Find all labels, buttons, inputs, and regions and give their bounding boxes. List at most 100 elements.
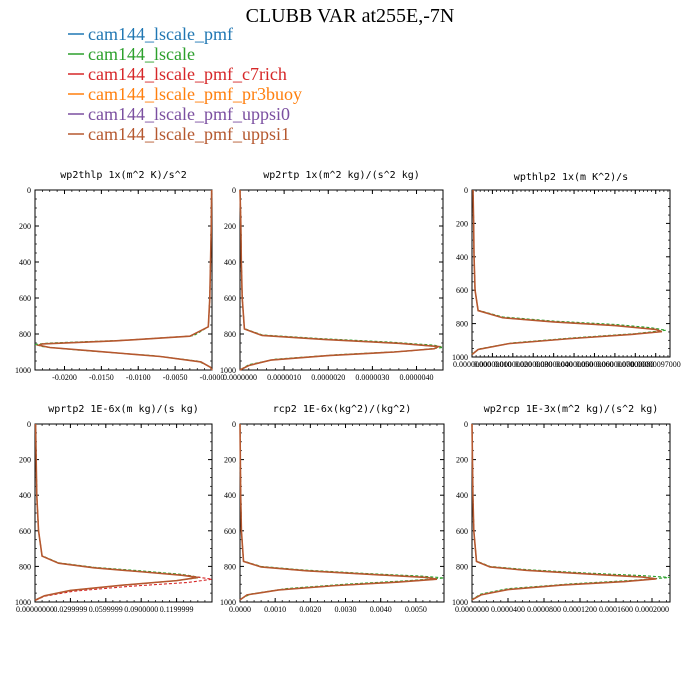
- y-tick-label: 0: [464, 186, 468, 195]
- y-tick-label: 400: [19, 491, 31, 500]
- x-tick-label: 0.00000000: [16, 605, 54, 614]
- x-tick-label: 0.0000020: [311, 373, 345, 382]
- x-tick-label: -0.0000: [200, 373, 225, 382]
- x-tick-label: 0.00000080: [616, 360, 654, 369]
- x-tick-label: 0.00000010: [473, 360, 511, 369]
- series-line: [239, 189, 442, 371]
- panel-title: rcp2 1E-6x(kg^2)/(kg^2): [273, 404, 411, 415]
- chart-panel: wp2rcp 1E-3x(m^2 kg)/(s^2 kg) 0 200 400 600 8…: [452, 404, 671, 614]
- y-tick-label: 600: [19, 294, 31, 303]
- y-tick-label: 0: [464, 420, 468, 429]
- y-tick-label: 800: [224, 562, 236, 571]
- series-line: [471, 189, 663, 356]
- x-tick-label: 0.0000400: [491, 605, 525, 614]
- y-tick-label: 600: [456, 527, 468, 536]
- y-tick-label: 0: [232, 420, 236, 429]
- x-tick-label: -0.0100: [126, 373, 151, 382]
- x-tick-label: 0.00000097000: [631, 360, 681, 369]
- x-tick-label: 0.0001200: [563, 605, 597, 614]
- y-tick-label: 200: [224, 222, 236, 231]
- series-line: [471, 189, 667, 355]
- y-tick-label: 400: [456, 253, 468, 262]
- x-tick-label: 0.00000000: [453, 360, 491, 369]
- y-tick-label: 400: [19, 258, 31, 267]
- x-tick-label: 0.00000060: [575, 360, 613, 369]
- plot-frame: [471, 189, 671, 358]
- y-tick-label: 1000: [15, 366, 31, 375]
- y-tick-label: 800: [19, 330, 31, 339]
- series-line: [239, 423, 438, 601]
- x-tick-label: -0.0150: [89, 373, 114, 382]
- x-tick-label: 0.00000020: [494, 360, 532, 369]
- x-tick-label: 0.00000040: [535, 360, 573, 369]
- x-tick-label: 0.00000050: [555, 360, 593, 369]
- legend: cam144_lscale_pmfcam144_lscalecam144_lsc…: [68, 24, 302, 144]
- series-line: [239, 423, 438, 601]
- series-line: [471, 423, 657, 601]
- series-line: [471, 423, 657, 601]
- x-tick-label: 0.0000000: [223, 373, 257, 382]
- y-tick-label: 600: [224, 294, 236, 303]
- x-tick-label: -0.0050: [163, 373, 188, 382]
- y-tick-label: 200: [456, 219, 468, 228]
- chart-panel: rcp2 1E-6x(kg^2)/(kg^2) 0 200 400 600 800 1000…: [220, 404, 445, 614]
- x-tick-label: 0.0020: [299, 605, 321, 614]
- y-tick-label: 800: [19, 562, 31, 571]
- panel-title: wp2thlp 1x(m^2 K)/s^2: [60, 170, 186, 181]
- x-tick-label: 0.00000070: [596, 360, 634, 369]
- x-tick-label: 0.0299999: [53, 605, 87, 614]
- x-tick-label: 0.0002000: [635, 605, 669, 614]
- series-line: [239, 189, 444, 371]
- series-line: [471, 189, 663, 355]
- x-tick-label: 0.0000030: [355, 373, 389, 382]
- legend-entry: cam144_lscale_pmf_pr3buoy: [88, 84, 302, 104]
- y-tick-label: 800: [456, 320, 468, 329]
- x-tick-label: 0.0000010: [267, 373, 301, 382]
- chart-panel: wprtp2 1E-6x(m kg)/(s kg) 0 200 400 600 800 10…: [15, 404, 213, 614]
- y-tick-label: 200: [19, 456, 31, 465]
- legend-entry: cam144_lscale_pmf: [88, 24, 233, 44]
- x-tick-label: 0.0030: [335, 605, 357, 614]
- y-tick-label: 400: [224, 258, 236, 267]
- y-tick-label: 0: [232, 186, 236, 195]
- y-tick-label: 400: [224, 491, 236, 500]
- y-tick-label: 1000: [452, 353, 468, 362]
- panel-title: wp2rtp 1x(m^2 kg)/(s^2 kg): [263, 170, 420, 181]
- legend-entry: cam144_lscale_pmf_uppsi0: [88, 104, 290, 124]
- y-tick-label: 600: [19, 527, 31, 536]
- legend-entry: cam144_lscale_pmf_uppsi1: [88, 124, 290, 144]
- y-tick-label: 200: [224, 456, 236, 465]
- x-tick-label: 0.0050: [405, 605, 427, 614]
- series-line: [35, 189, 213, 371]
- y-tick-label: 0: [27, 186, 31, 195]
- y-tick-label: 800: [224, 330, 236, 339]
- x-tick-label: 0.0000040: [400, 373, 434, 382]
- legend-entry: cam144_lscale_pmf_c7rich: [88, 64, 287, 84]
- series-line: [239, 189, 441, 371]
- figure-title: CLUBB VAR at255E,-7N: [246, 5, 455, 27]
- panel-title: wpthlp2 1x(m K^2)/s: [514, 172, 628, 183]
- y-tick-label: 600: [224, 527, 236, 536]
- x-tick-label: 0.0040: [370, 605, 392, 614]
- y-tick-label: 0: [27, 420, 31, 429]
- x-tick-label: -0.0200: [52, 373, 77, 382]
- x-tick-label: 0.0010: [264, 605, 286, 614]
- y-tick-label: 1000: [452, 598, 468, 607]
- y-tick-label: 600: [456, 286, 468, 295]
- chart-panel: wp2thlp 1x(m^2 K)/s^2 0 200 400 600 800 1000 -0…: [15, 170, 224, 382]
- x-tick-label: 0.0900000: [124, 605, 158, 614]
- plot-frame: [239, 189, 444, 371]
- panel-title: wp2rcp 1E-3x(m^2 kg)/(s^2 kg): [484, 404, 659, 415]
- x-tick-label: 0.0599999: [89, 605, 123, 614]
- x-tick-label: 0.0001600: [599, 605, 633, 614]
- chart-panel: wp2rtp 1x(m^2 kg)/(s^2 kg) 0 200 400 600 800 1…: [220, 170, 444, 382]
- y-tick-label: 1000: [15, 598, 31, 607]
- y-tick-label: 800: [456, 562, 468, 571]
- y-tick-label: 400: [456, 491, 468, 500]
- panel-title: wprtp2 1E-6x(m kg)/(s kg): [48, 404, 199, 415]
- y-tick-label: 200: [456, 456, 468, 465]
- series-line: [34, 423, 201, 601]
- chart-panels: wp2thlp 1x(m^2 K)/s^2 0 200 400 600 800 1000 -0…: [15, 170, 681, 614]
- x-tick-label: 0.0000000: [455, 605, 489, 614]
- x-tick-label: 0.00000030: [514, 360, 552, 369]
